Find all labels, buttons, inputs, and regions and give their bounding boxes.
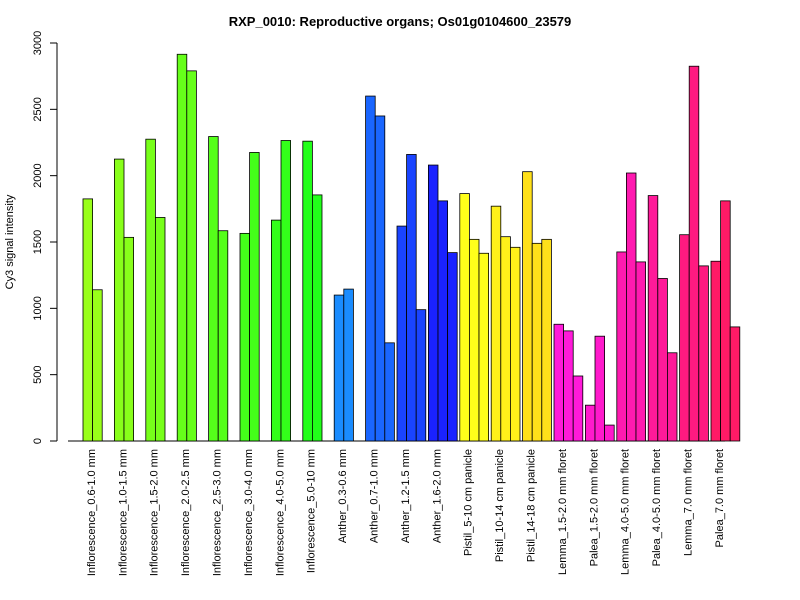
- bars-layer: [82, 53, 741, 442]
- category-label: Anther_0.7-1.0 mm: [369, 449, 381, 543]
- category-label: Inflorescence_3.0-4.0 mm: [243, 449, 255, 576]
- bar: [437, 200, 449, 442]
- chart-title: RXP_0010: Reproductive organs; Os01g0104…: [229, 14, 572, 29]
- y-tick-label: 2000: [32, 163, 44, 187]
- bar: [585, 404, 596, 442]
- bar: [459, 193, 470, 442]
- bar: [522, 171, 533, 442]
- y-tick-label: 1000: [32, 296, 44, 320]
- category-label: Anther_0.3-0.6 mm: [337, 449, 349, 543]
- bar: [720, 200, 731, 442]
- category-label: Anther_1.2-1.5 mm: [400, 449, 412, 543]
- category-label: Pistil_10-14 cm panicle: [494, 449, 506, 562]
- category-label: Inflorescence_5.0-10 mm: [306, 449, 318, 573]
- y-axis-label: Cy3 signal intensity: [4, 194, 16, 289]
- bar: [343, 288, 354, 442]
- y-axis-ticks: 0 500 1000 1500 2000 2500 3000: [32, 31, 57, 444]
- bar: [302, 140, 313, 442]
- bar: [679, 234, 690, 442]
- category-label: Pistil_14-18 cm panicle: [526, 449, 538, 562]
- category-label: Inflorescence_1.0-1.5 mm: [117, 449, 129, 576]
- bar: [280, 140, 292, 442]
- category-label: Lemma_4.0-5.0 mm floret: [620, 449, 632, 575]
- bar: [333, 294, 345, 442]
- category-labels: Inflorescence_0.6-1.0 mm Inflorescence_1.…: [86, 449, 726, 576]
- y-tick-label: 500: [32, 365, 44, 383]
- bar: [616, 251, 627, 442]
- bar: [478, 252, 490, 442]
- bar: [396, 225, 408, 442]
- bar: [186, 70, 197, 442]
- bar: [657, 278, 668, 442]
- bar: [447, 252, 458, 442]
- category-label: Anther_1.6-2.0 mm: [431, 449, 443, 543]
- bar: [490, 205, 502, 442]
- category-label: Lemma_1.5-2.0 mm floret: [557, 449, 569, 575]
- bar: [311, 194, 323, 442]
- category-label: Inflorescence_2.5-3.0 mm: [212, 449, 224, 576]
- bar: [384, 342, 395, 442]
- y-tick-label: 1500: [32, 230, 44, 254]
- category-label: Inflorescence_4.0-5.0 mm: [274, 449, 286, 576]
- bar: [667, 352, 678, 442]
- bar: [365, 95, 376, 442]
- bar: [406, 154, 417, 442]
- category-label: Inflorescence_2.0-2.5 mm: [180, 449, 192, 576]
- bar: [553, 323, 565, 442]
- category-label: Inflorescence_0.6-1.0 mm: [86, 449, 98, 576]
- bar: [114, 158, 125, 442]
- bar: [123, 236, 135, 442]
- bar: [176, 53, 188, 442]
- bar: [572, 375, 584, 442]
- bar: [604, 424, 615, 442]
- y-tick-label: 3000: [32, 31, 44, 55]
- bar: [208, 136, 219, 442]
- category-label: Palea_4.0-5.0 mm floret: [651, 449, 663, 566]
- y-tick-label: 0: [32, 438, 44, 444]
- bar: [249, 152, 260, 442]
- bar: [710, 260, 722, 442]
- bar: [594, 335, 606, 442]
- bar: [374, 115, 386, 442]
- bar: [217, 230, 229, 442]
- bar: [92, 289, 103, 442]
- bar: [626, 172, 637, 442]
- bar: [531, 242, 543, 442]
- bar: [468, 238, 480, 442]
- bar: [500, 236, 511, 442]
- category-label: Lemma_7.0 mm floret: [683, 449, 695, 556]
- bar: [415, 309, 427, 442]
- y-tick-label: 2500: [32, 97, 44, 121]
- category-label: Inflorescence_1.5-2.0 mm: [149, 449, 161, 576]
- bar: [647, 195, 659, 442]
- bar: [239, 232, 251, 442]
- bar: [635, 261, 647, 442]
- bar: [541, 238, 552, 442]
- bar: [563, 330, 574, 442]
- category-label: Palea_1.5-2.0 mm floret: [588, 449, 600, 566]
- bar: [270, 219, 282, 442]
- bar: [688, 65, 700, 442]
- bar: [509, 246, 521, 442]
- bar: [82, 198, 94, 442]
- category-label: Palea_7.0 mm floret: [714, 449, 726, 547]
- bar: [698, 265, 709, 442]
- bar: [145, 138, 156, 442]
- bar: [729, 326, 741, 442]
- bar: [154, 217, 166, 442]
- bar: [427, 164, 439, 442]
- category-label: Pistil_5-10 cm panicle: [463, 449, 475, 556]
